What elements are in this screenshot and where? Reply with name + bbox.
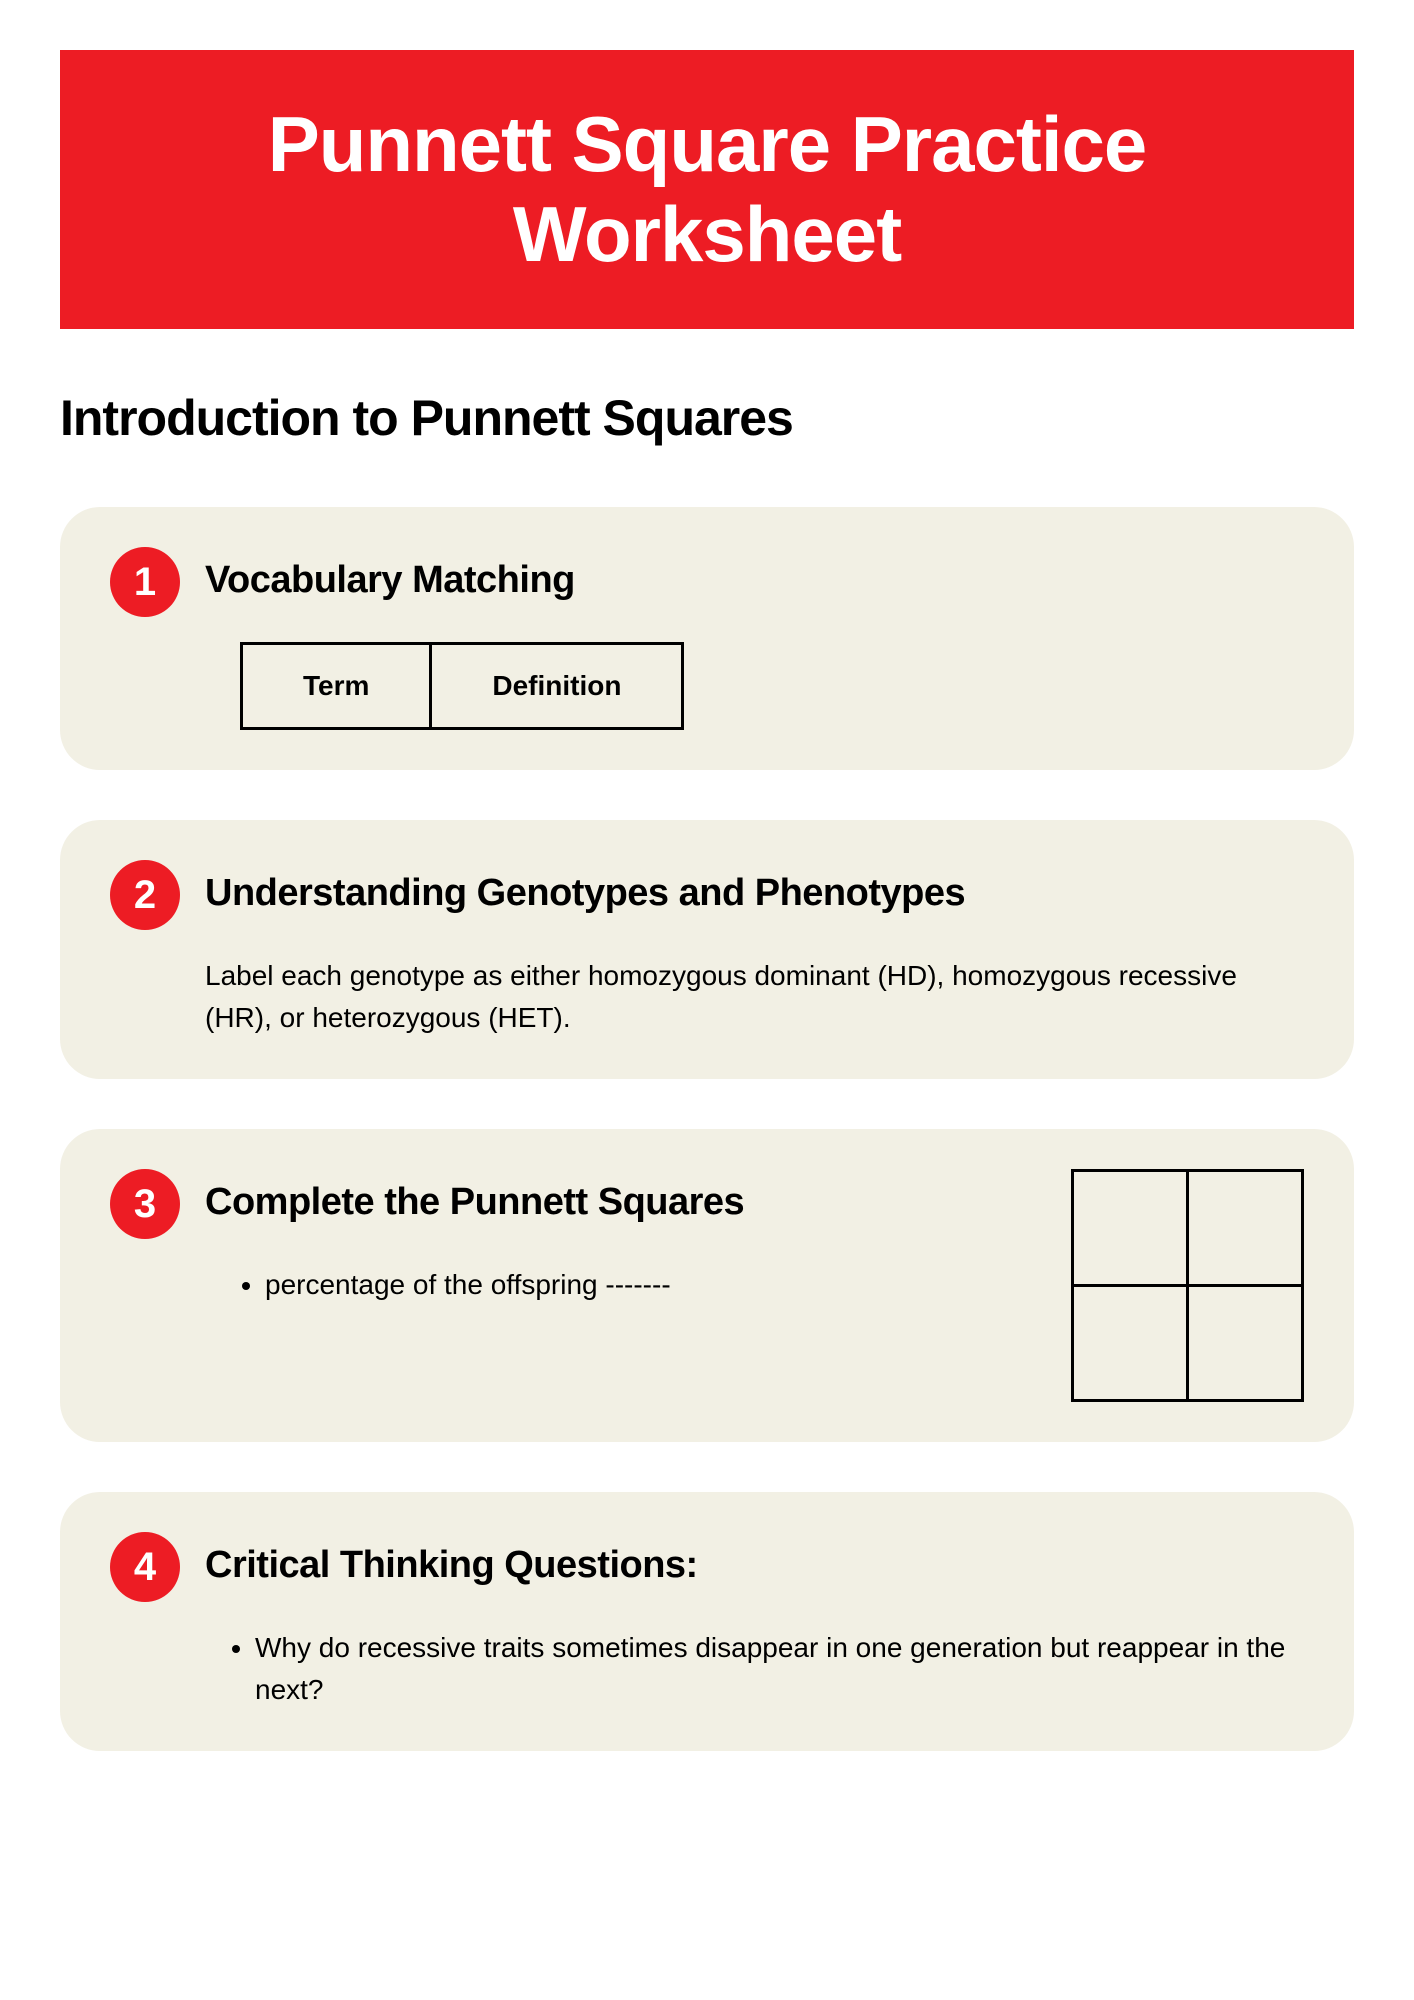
punnett-cell [1073, 1171, 1188, 1286]
section-2-title: Understanding Genotypes and Phenotypes [205, 872, 965, 915]
punnett-square-grid [1071, 1169, 1304, 1402]
section-2-card: 2 Understanding Genotypes and Phenotypes… [60, 820, 1354, 1079]
section-3-list: percentage of the offspring ------- [245, 1264, 1071, 1306]
section-4-badge: 4 [110, 1532, 180, 1602]
section-2-content: Label each genotype as either homozygous… [205, 955, 1304, 1039]
section-2-badge: 2 [110, 860, 180, 930]
section-4-list: Why do recessive traits sometimes disapp… [235, 1627, 1304, 1711]
subtitle: Introduction to Punnett Squares [60, 389, 1354, 447]
punnett-cell [1188, 1286, 1303, 1401]
section-2-instruction: Label each genotype as either homozygous… [205, 955, 1304, 1039]
section-3-left: 3 Complete the Punnett Squares percentag… [110, 1169, 1071, 1306]
vocab-table-col2: Definition [431, 644, 683, 729]
punnett-cell [1073, 1286, 1188, 1401]
section-1-header: 1 Vocabulary Matching [110, 547, 1304, 617]
section-3-badge: 3 [110, 1169, 180, 1239]
section-4-card: 4 Critical Thinking Questions: Why do re… [60, 1492, 1354, 1751]
vocab-table: Term Definition [240, 642, 684, 730]
section-1-badge: 1 [110, 547, 180, 617]
page-title: Punnett Square Practice Worksheet [100, 100, 1314, 279]
section-1-title: Vocabulary Matching [205, 559, 575, 602]
section-2-header: 2 Understanding Genotypes and Phenotypes [110, 860, 1304, 930]
section-3-bullet: percentage of the offspring ------- [265, 1264, 1071, 1306]
section-4-bullet: Why do recessive traits sometimes disapp… [255, 1627, 1304, 1711]
punnett-cell [1188, 1171, 1303, 1286]
section-4-header: 4 Critical Thinking Questions: [110, 1532, 1304, 1602]
vocab-table-col1: Term [242, 644, 431, 729]
section-3-title: Complete the Punnett Squares [205, 1181, 744, 1224]
section-4-title: Critical Thinking Questions: [205, 1544, 698, 1587]
section-3-wrapper: 3 Complete the Punnett Squares percentag… [110, 1169, 1304, 1402]
section-3-header: 3 Complete the Punnett Squares [110, 1169, 1071, 1239]
section-1-card: 1 Vocabulary Matching Term Definition [60, 507, 1354, 770]
header-banner: Punnett Square Practice Worksheet [60, 50, 1354, 329]
section-3-card: 3 Complete the Punnett Squares percentag… [60, 1129, 1354, 1442]
